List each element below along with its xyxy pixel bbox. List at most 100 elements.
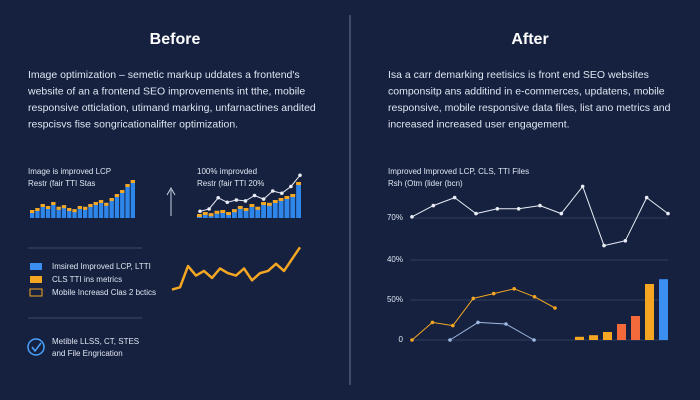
point: [476, 320, 480, 325]
bar: [659, 279, 668, 340]
legend-swatch: [30, 276, 42, 283]
chart-label: Improved Improved LCP, CLS, TTI Files: [388, 167, 529, 176]
point: [532, 295, 537, 299]
bar-cap: [114, 194, 120, 197]
bar-cap: [93, 202, 98, 205]
bar: [125, 184, 130, 218]
bar-cap: [104, 202, 109, 206]
bar: [255, 206, 261, 218]
y-tick-label: 0: [399, 335, 404, 344]
bar: [645, 284, 654, 340]
bar-cap: [232, 209, 237, 213]
bar: [243, 208, 249, 218]
point: [491, 291, 496, 296]
bar-cap: [208, 213, 214, 217]
bar-cap: [272, 200, 278, 203]
bar: [30, 210, 35, 218]
paragraph-line: Image optimization – semetic markup udda…: [28, 69, 300, 81]
y-tick-label: 50%: [387, 295, 403, 304]
bar-cap: [261, 202, 266, 205]
bar-cap: [202, 212, 208, 215]
paragraph-line: componsitp ans additind in e-commerces, …: [388, 85, 665, 97]
bar: [278, 198, 284, 218]
bar: [56, 206, 61, 218]
line: [171, 246, 302, 291]
arrow-head: [166, 186, 176, 196]
bar-cap: [130, 180, 135, 183]
check-icon: [27, 338, 45, 356]
bar: [631, 316, 640, 340]
bar-cap: [255, 206, 261, 210]
point: [452, 195, 457, 200]
bar-cap: [267, 202, 272, 206]
bar: [249, 204, 255, 218]
bar-cap: [243, 208, 249, 211]
line: [411, 288, 556, 341]
paragraph-line: respcisvs fise songricationalifter optim…: [28, 118, 238, 130]
bar: [40, 204, 45, 218]
bar-cap: [197, 214, 202, 217]
bar-cap: [284, 196, 290, 199]
point: [207, 207, 211, 211]
bar: [575, 336, 584, 340]
bar-cap: [214, 210, 220, 214]
bar-cap: [77, 206, 82, 209]
bar-cap: [220, 210, 226, 213]
bar: [45, 206, 51, 218]
after-title: After: [511, 31, 548, 48]
point: [198, 209, 202, 214]
paragraph-line: increased increased user engagement.: [388, 118, 570, 130]
bar: [603, 332, 612, 340]
point: [234, 198, 239, 202]
bar-cap: [83, 206, 88, 210]
point: [431, 203, 436, 208]
legend-swatch: [30, 263, 42, 270]
chart-label: Image is improved LCP: [28, 167, 111, 176]
bar: [88, 204, 93, 218]
point: [243, 199, 248, 203]
legend-label: CLS TTI ins metrics: [52, 275, 122, 284]
bar: [267, 202, 272, 218]
bar: [617, 324, 626, 340]
legend-swatch: [29, 288, 43, 297]
bar: [290, 194, 296, 218]
point: [252, 193, 257, 198]
bar: [261, 202, 266, 218]
bar: [109, 198, 114, 218]
paragraph-line: responsive, mobile responsive data files…: [388, 102, 671, 114]
bar-cap: [67, 208, 72, 211]
bar: [98, 200, 104, 218]
point: [580, 184, 585, 189]
point: [644, 195, 649, 200]
chart-sublabel: Restr (fair TTI Stas: [28, 179, 95, 188]
bar-cap: [61, 205, 67, 209]
legend-label: Mobile Increasd Clas 2 bctics: [52, 288, 156, 297]
point: [225, 200, 230, 205]
bar-cap: [45, 206, 51, 209]
bar-cap: [296, 182, 301, 185]
check-mark: [31, 342, 42, 353]
y-tick-label: 40%: [387, 255, 403, 264]
bar-cap: [249, 204, 255, 207]
paragraph-line: responsive otticlation, utimand marking,…: [28, 102, 316, 114]
bar: [120, 190, 125, 218]
point: [474, 211, 478, 216]
bar: [51, 202, 56, 218]
point: [471, 296, 476, 301]
point: [623, 239, 628, 243]
bar: [83, 206, 88, 218]
bar-cap: [278, 198, 284, 201]
line: [199, 174, 301, 212]
point: [261, 197, 266, 201]
bar: [589, 335, 598, 340]
line: [449, 321, 535, 341]
point: [512, 287, 516, 291]
bar: [296, 182, 301, 218]
point: [538, 203, 542, 208]
point: [559, 211, 564, 216]
chart-label: 100% improvded: [197, 167, 257, 176]
point: [448, 338, 452, 342]
bar: [284, 196, 290, 218]
bar: [130, 180, 135, 218]
